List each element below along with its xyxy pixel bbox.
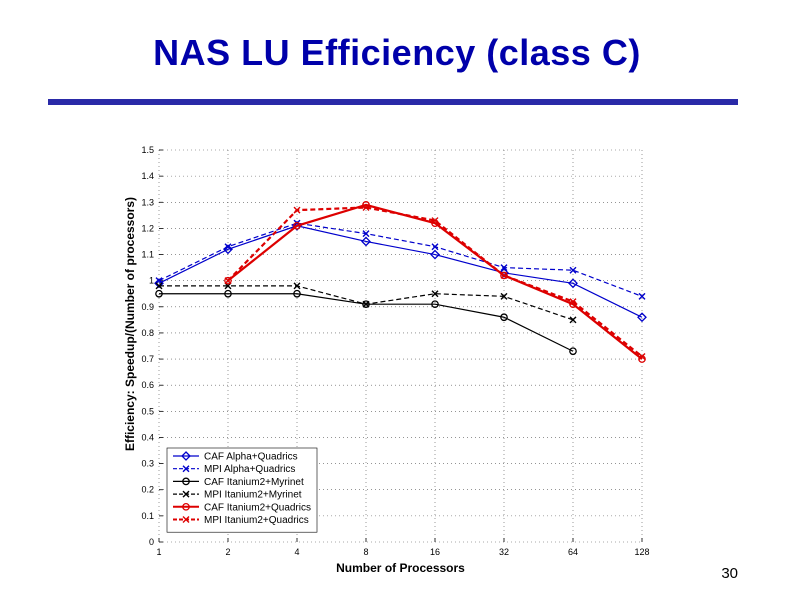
y-tick-label: 1.5 <box>141 145 154 155</box>
legend-box <box>166 447 318 533</box>
series-lines <box>154 201 647 363</box>
legend-entry: CAF Itanium2+Quadrics <box>173 502 311 513</box>
legend-label: MPI Alpha+Quadrics <box>204 464 295 475</box>
data-point <box>430 249 440 260</box>
data-point <box>224 276 232 285</box>
y-tick-label: 0.9 <box>141 302 154 312</box>
data-point <box>362 230 370 238</box>
series-line <box>227 203 643 360</box>
data-point <box>362 300 370 308</box>
y-tick-label: 0.7 <box>141 354 154 364</box>
legend-label: MPI Itanium2+Quadrics <box>204 515 309 526</box>
legend-marker <box>181 451 191 461</box>
x-tick-label: 1 <box>156 547 161 557</box>
data-point <box>500 292 508 300</box>
data-point <box>569 298 577 306</box>
data-point <box>155 289 163 298</box>
data-point <box>224 243 232 251</box>
y-tick-label: 0.3 <box>141 459 154 469</box>
data-point <box>638 292 646 300</box>
legend-marker <box>182 477 190 486</box>
series-line <box>158 225 643 318</box>
data-point <box>431 217 439 225</box>
x-tick-label: 16 <box>430 547 440 557</box>
y-tick-label: 0.2 <box>141 485 154 495</box>
y-tick-label: 0.5 <box>141 406 154 416</box>
data-point <box>637 312 647 323</box>
legend-entry: CAF Alpha+Quadrics <box>173 451 298 463</box>
page-number: 30 <box>721 565 738 582</box>
data-point <box>499 267 509 278</box>
y-tick-label: 0.6 <box>141 380 154 390</box>
legend-entry: CAF Itanium2+Myrinet <box>173 477 304 488</box>
title-rule <box>48 99 738 105</box>
legend-label: CAF Itanium2+Myrinet <box>204 477 304 488</box>
data-point <box>568 278 578 289</box>
legend-label: CAF Alpha+Quadrics <box>204 452 298 463</box>
data-point <box>293 221 301 230</box>
data-point <box>500 271 508 279</box>
x-tick-label: 64 <box>568 547 578 557</box>
data-point <box>569 316 577 324</box>
data-point <box>362 203 370 211</box>
legend-marker <box>182 465 190 473</box>
y-tick-label: 1.1 <box>141 250 154 260</box>
x-tick-label: 2 <box>225 547 230 557</box>
data-point <box>638 352 646 360</box>
x-axis-label: Number of Processors <box>336 561 465 575</box>
data-point <box>361 236 371 247</box>
legend-label: CAF Itanium2+Quadrics <box>204 502 311 513</box>
series-0 <box>154 220 647 323</box>
legend-entry: MPI Itanium2+Quadrics <box>173 515 309 526</box>
data-point <box>500 264 508 272</box>
y-tick-label: 1.2 <box>141 223 154 233</box>
data-point <box>431 290 439 298</box>
y-axis-label: Efficiency: Speedup/(Number of processor… <box>123 197 137 451</box>
legend-entry: MPI Alpha+Quadrics <box>173 464 295 475</box>
y-tick-label: 0.8 <box>141 328 154 338</box>
y-tick-label: 1.3 <box>141 197 154 207</box>
data-point <box>293 289 301 298</box>
data-point <box>155 277 163 285</box>
data-point <box>569 266 577 274</box>
legend-marker <box>182 516 190 523</box>
legend-marker <box>182 502 190 511</box>
x-tick-label: 32 <box>499 547 509 557</box>
y-tick-label: 0.1 <box>141 511 154 521</box>
data-point <box>155 282 163 290</box>
data-point <box>500 313 508 322</box>
series-5 <box>224 203 646 360</box>
x-tick-label: 8 <box>363 547 368 557</box>
data-point <box>293 206 301 214</box>
data-point <box>224 289 232 298</box>
axes: 0 0.1 0.2 0.3 0.4 0.5 0.6 0.7 0.8 0.9 1 1.1 1.2 1.3 1.… <box>141 145 649 557</box>
y-tick-label: 1.4 <box>141 171 154 181</box>
data-point <box>431 300 439 309</box>
legend-marker <box>182 490 190 498</box>
data-point <box>569 347 577 356</box>
series-1 <box>155 219 646 300</box>
x-tick-label: 4 <box>294 547 299 557</box>
y-tick-label: 0.4 <box>141 432 154 442</box>
x-tick-label: 128 <box>634 547 649 557</box>
data-point <box>293 282 301 290</box>
legend-entry: MPI Itanium2+Myrinet <box>173 490 302 501</box>
data-point <box>224 277 232 285</box>
legend-label: MPI Itanium2+Myrinet <box>204 490 302 501</box>
series-line <box>158 222 643 297</box>
slide-title: NAS LU Efficiency (class C) <box>153 32 641 73</box>
data-point <box>431 243 439 251</box>
y-tick-label: 0 <box>149 537 154 547</box>
data-point <box>500 271 508 280</box>
y-tick-label: 1 <box>149 276 154 286</box>
data-point <box>154 278 164 289</box>
